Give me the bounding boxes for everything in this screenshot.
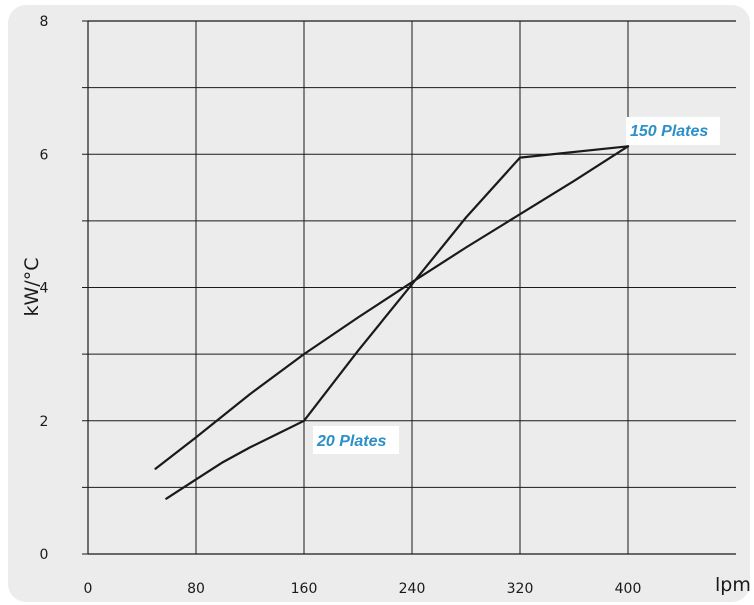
annotation-box <box>626 117 720 145</box>
x-axis-label: lpm <box>715 574 751 596</box>
x-tick-label: 400 <box>615 581 642 597</box>
series-line-1 <box>154 145 630 470</box>
annotation-text: 150 Plates <box>630 123 708 140</box>
y-tick-label: 6 <box>40 147 49 163</box>
annotation-20-plates: 20 Plates <box>313 426 399 454</box>
x-tick-label: 240 <box>399 581 426 597</box>
series-layer <box>154 145 630 500</box>
grid <box>82 20 736 555</box>
x-tick-label: 80 <box>187 581 205 597</box>
series-line-2 <box>165 145 630 500</box>
y-tick-label: 2 <box>40 414 49 430</box>
x-tick-label: 320 <box>507 581 534 597</box>
x-tick-label: 160 <box>291 581 318 597</box>
annotation-150-plates: 150 Plates <box>626 117 720 145</box>
y-tick-label: 0 <box>40 547 49 563</box>
ticks-layer: 0 80 160 240 320 400 0 2 4 6 8 <box>40 14 642 597</box>
annotation-text: 20 Plates <box>316 433 386 450</box>
y-tick-label: 8 <box>40 14 49 30</box>
y-axis-label: kW/°C <box>21 258 43 317</box>
x-tick-label: 0 <box>84 581 93 597</box>
y-tick-label: 4 <box>40 281 49 297</box>
annotation-box <box>313 426 399 454</box>
